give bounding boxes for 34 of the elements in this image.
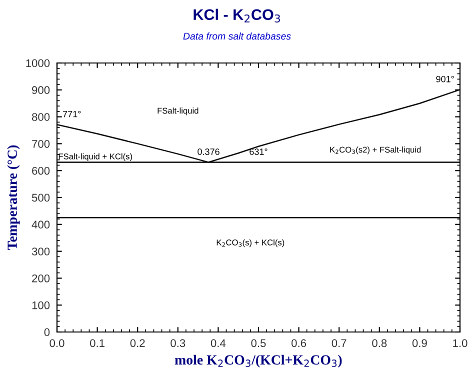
x-tick-label: 0.4 <box>210 339 226 348</box>
y-tick-label: 1000 <box>26 59 50 68</box>
x-tick-label: 0.0 <box>50 339 64 348</box>
annotation: FSalt-liquid <box>158 108 198 116</box>
y-tick-label: 400 <box>32 220 50 229</box>
annotation: K$_{2}$CO$_{3}$(s2) + FSalt-liquid <box>330 146 421 154</box>
x-tick-label: 0.2 <box>130 339 145 348</box>
annotation: 0.376 <box>198 148 220 155</box>
annotation: 901° <box>436 76 454 82</box>
x-tick-label: 0.6 <box>292 339 306 348</box>
y-tick-label: 200 <box>32 274 50 282</box>
chart-subtitle: Data from salt databases <box>183 32 291 40</box>
y-tick-label: 600 <box>32 166 50 175</box>
x-tick-label: 0.3 <box>170 339 186 348</box>
y-tick-label: 0 <box>44 328 50 336</box>
y-tick-label: 100 <box>32 301 50 310</box>
y-tick-label: 800 <box>32 113 50 121</box>
x-tick-label: 0.7 <box>332 339 346 348</box>
x-tick-label: 0.8 <box>372 339 387 348</box>
y-axis-title: Temperature (°C) <box>7 145 20 250</box>
x-tick-label: 0.1 <box>90 339 104 348</box>
chart-title: KCl - K$_{2}$CO$_{3}$ <box>194 8 280 23</box>
x-tick-label: 1.0 <box>453 339 468 348</box>
annotation: 771° <box>63 110 81 118</box>
x-tick-label: 0.9 <box>412 339 427 348</box>
annotation: FSalt-liquid + KCl(s) <box>58 153 132 162</box>
annotation: 631° <box>250 148 268 155</box>
y-tick-label: 900 <box>32 86 50 94</box>
y-tick-label: 700 <box>32 140 50 148</box>
annotation: K$_{2}$CO$_{3}$(s) + KCl(s) <box>216 239 284 248</box>
text: mole K$_{2}$CO$_{3}$/(KCl+K$_{2}$CO$_{3}$) <box>174 354 342 368</box>
y-tick-label: 500 <box>32 194 50 202</box>
y-tick-label: 300 <box>32 248 50 256</box>
x-tick-label: 0.5 <box>251 339 266 348</box>
